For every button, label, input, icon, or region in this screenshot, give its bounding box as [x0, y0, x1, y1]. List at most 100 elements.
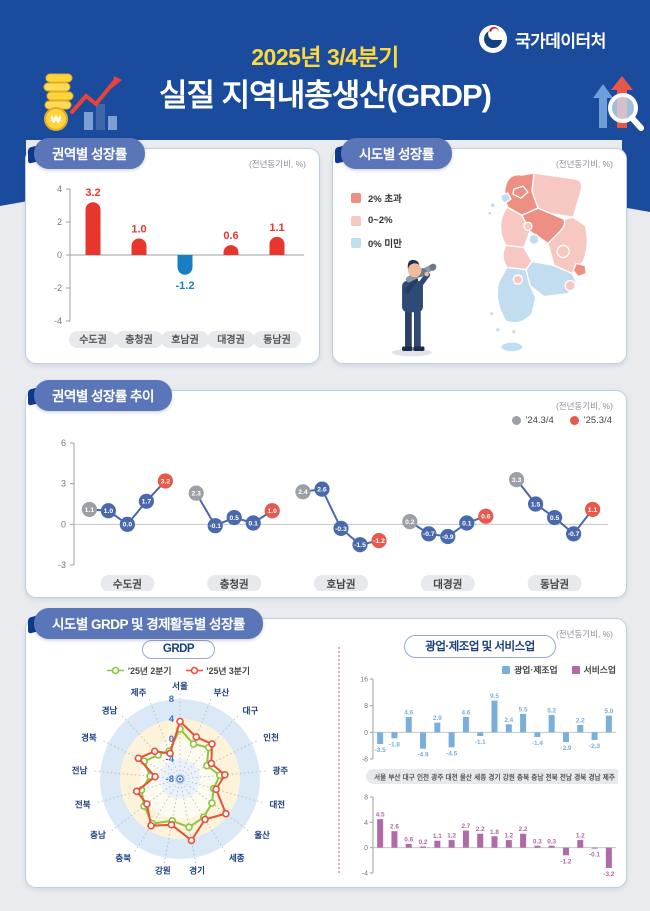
map-legend-item: 2% 초과: [351, 191, 402, 205]
industry-legend-item: 서비스업: [571, 663, 616, 676]
svg-text:-4: -4: [362, 871, 368, 878]
industry-legend-item: 광업·제조업: [502, 663, 558, 676]
svg-text:0.5: 0.5: [229, 515, 239, 522]
svg-text:-4.5: -4.5: [446, 750, 457, 757]
panel-sido-map: 시도별 성장률 (전년동기비, %) 2% 초과 0~2% 0% 미만: [332, 138, 627, 364]
legend-dot: [511, 416, 521, 425]
svg-text:광주: 광주: [273, 765, 289, 775]
svg-text:3.2: 3.2: [161, 478, 171, 485]
svg-text:세종: 세종: [229, 853, 245, 863]
svg-text:1.2: 1.2: [576, 833, 585, 840]
svg-text:대경권: 대경권: [217, 333, 245, 346]
map-region-대전: [528, 233, 540, 246]
map-region-전남: [511, 328, 517, 335]
grdp-legend-item: '25년 3분기: [185, 664, 251, 677]
svg-text:-2.9: -2.9: [560, 745, 571, 752]
panel-trend-title: 권역별 성장률 추이: [34, 380, 172, 411]
map-region-전북: [502, 244, 533, 271]
svg-text:제주: 제주: [603, 773, 615, 782]
svg-text:0.6: 0.6: [404, 836, 413, 843]
svg-text:0.1: 0.1: [462, 520, 472, 527]
svg-text:2.4: 2.4: [298, 489, 308, 496]
svg-text:-4.9: -4.9: [418, 752, 429, 759]
svg-text:동남권: 동남권: [263, 333, 291, 346]
regional-bar-chart: 4 2 0 -2 -4 3.2 수도권 1.0 충청권 -1.2 호남권 0.6 대경권 1.1 동남권: [54, 184, 304, 348]
svg-text:4: 4: [364, 820, 368, 827]
svg-text:-2: -2: [54, 283, 62, 293]
svg-text:경북: 경북: [574, 773, 586, 782]
svg-text:1.0: 1.0: [104, 508, 114, 515]
svg-text:세종: 세종: [474, 773, 486, 782]
svg-text:2.4: 2.4: [504, 717, 513, 724]
svg-text:0.3: 0.3: [547, 838, 556, 845]
map-region-경남: [525, 260, 577, 298]
svg-text:-0.9: -0.9: [442, 534, 454, 541]
industry-subtitle: 광업·제조업 및 서비스업: [404, 635, 556, 658]
svg-text:1.0: 1.0: [131, 224, 146, 236]
svg-text:0: 0: [61, 519, 66, 529]
legend-label: '25년 2분기: [128, 666, 172, 676]
panel-trend: 권역별 성장률 추이 (전년동기비, %) '24.3/4 '25.3/4 6 3 0…: [25, 380, 627, 598]
svg-text:4.6: 4.6: [404, 710, 413, 717]
unit-note: (전년동기비, %): [555, 401, 613, 411]
svg-text:0: 0: [364, 845, 368, 852]
legend-label: '25년 3분기: [206, 666, 251, 676]
svg-text:1.0: 1.0: [267, 508, 277, 515]
svg-text:서울: 서울: [374, 773, 386, 782]
legend-swatch: [571, 665, 580, 674]
svg-text:부산: 부산: [388, 773, 400, 782]
svg-text:1.1: 1.1: [588, 507, 598, 514]
svg-text:-3.2: -3.2: [603, 871, 614, 878]
legend-swatch: [351, 238, 361, 248]
panel-regional-growth: 권역별 성장률 (전년동기비, %) 4 2 0 -2 -4 3.2 수도권 1.0 충청권 -1…: [25, 138, 320, 364]
svg-text:울산: 울산: [254, 830, 270, 840]
svg-text:1.7: 1.7: [142, 499, 152, 506]
svg-text:6: 6: [61, 438, 66, 448]
svg-text:2.3: 2.3: [191, 491, 201, 498]
map-region-광주: [512, 274, 524, 285]
map-region-전남: [488, 310, 495, 317]
svg-text:₩: ₩: [51, 114, 62, 126]
svg-text:-1.5: -1.5: [354, 542, 366, 549]
svg-text:-8: -8: [166, 774, 174, 785]
svg-text:0.2: 0.2: [405, 519, 415, 526]
legend-swatch: [351, 215, 361, 226]
svg-text:경남: 경남: [588, 773, 600, 782]
svg-text:강원: 강원: [503, 773, 515, 782]
svg-text:-0.1: -0.1: [209, 523, 221, 530]
svg-text:인천: 인천: [417, 773, 429, 782]
grdp-subtitle: GRDP: [141, 640, 216, 659]
svg-text:2.6: 2.6: [317, 486, 327, 493]
svg-text:5.5: 5.5: [519, 707, 528, 714]
svg-text:2: 2: [57, 217, 62, 227]
unit-note: (전년동기비, %): [248, 159, 306, 169]
korea-choropleth-map: [487, 172, 588, 353]
svg-text:충남: 충남: [531, 773, 543, 782]
svg-text:9.5: 9.5: [490, 693, 499, 700]
svg-text:충남: 충남: [90, 830, 106, 840]
panel-sido-grdp: 시도별 GRDP 및 경제활동별 성장률 (전년동기비, %) GRDP '25…: [25, 608, 627, 888]
map-region-울산: [572, 262, 587, 278]
trend-legend: '24.3/4 '25.3/4: [511, 415, 612, 426]
svg-text:-0.7: -0.7: [568, 531, 580, 538]
section-divider: [338, 647, 340, 873]
legend-label: '25.3/4: [583, 415, 612, 426]
legend-marker-icon: [185, 666, 203, 675]
svg-text:2.2: 2.2: [519, 826, 528, 833]
map-region-인천: [489, 202, 496, 209]
svg-text:8: 8: [364, 703, 368, 710]
svg-text:5.2: 5.2: [547, 708, 556, 715]
page-title: 실질 지역내총생산(GRDP): [159, 78, 492, 113]
svg-text:전북: 전북: [75, 799, 91, 809]
svg-text:4: 4: [57, 184, 62, 194]
svg-text:-1.2: -1.2: [560, 858, 571, 865]
arrows-magnifier-icon: [593, 76, 644, 131]
map-legend: 2% 초과 0~2% 0% 미만: [351, 191, 402, 250]
map-region-전남: [494, 326, 501, 333]
grdp-legend: '25년 2분기 '25년 3분기: [26, 664, 331, 677]
svg-text:대전: 대전: [446, 773, 458, 782]
map-region-제주: [500, 341, 524, 353]
svg-text:대구: 대구: [403, 773, 415, 782]
svg-text:0: 0: [364, 730, 368, 737]
